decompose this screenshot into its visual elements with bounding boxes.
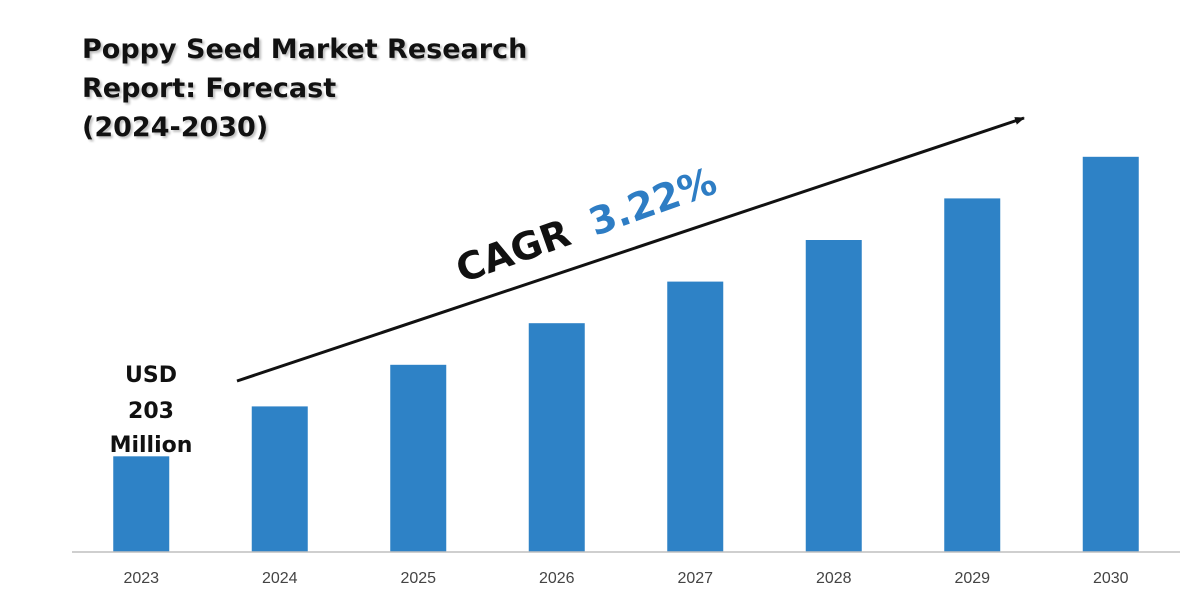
x-tick-label-2025: 2025 xyxy=(400,570,436,587)
title-line-1: Poppy Seed Market Research xyxy=(82,34,528,65)
title-line-3: (2024-2030) xyxy=(82,112,269,143)
chart-title: Poppy Seed Market Research Report: Forec… xyxy=(82,30,562,147)
bar-2028 xyxy=(805,240,862,552)
x-tick-label-2030: 2030 xyxy=(1093,570,1129,587)
start-value-line-2: 203 xyxy=(128,399,174,424)
bar-2025 xyxy=(390,364,447,552)
x-tick-labels: 2023 2024 2025 2026 2027 2028 2029 2030 xyxy=(123,570,1128,587)
bar-2027 xyxy=(667,281,724,552)
x-tick-label-2029: 2029 xyxy=(954,570,990,587)
x-tick-label-2023: 2023 xyxy=(123,570,159,587)
cagr-value: 3.22% xyxy=(583,159,722,244)
bar-2029 xyxy=(944,198,1001,552)
cagr-label: CAGR xyxy=(450,211,576,292)
x-tick-label-2027: 2027 xyxy=(677,570,713,587)
start-value-line-3: Million xyxy=(110,433,193,458)
bar-2026 xyxy=(528,323,585,552)
start-value-line-1: USD xyxy=(125,363,177,388)
bar-2024 xyxy=(251,406,308,552)
bars-layer xyxy=(113,156,1139,553)
start-value-annotation: USD 203 Million xyxy=(110,363,193,458)
cagr-annotation: CAGR 3.22% xyxy=(450,159,722,292)
title-line-2: Report: Forecast xyxy=(82,73,337,104)
x-tick-label-2026: 2026 xyxy=(539,570,575,587)
x-tick-label-2024: 2024 xyxy=(262,570,298,587)
bar-2023 xyxy=(113,456,170,552)
x-tick-label-2028: 2028 xyxy=(816,570,852,587)
bar-2030 xyxy=(1082,156,1139,553)
cagr-trend-arrow xyxy=(236,116,1025,383)
